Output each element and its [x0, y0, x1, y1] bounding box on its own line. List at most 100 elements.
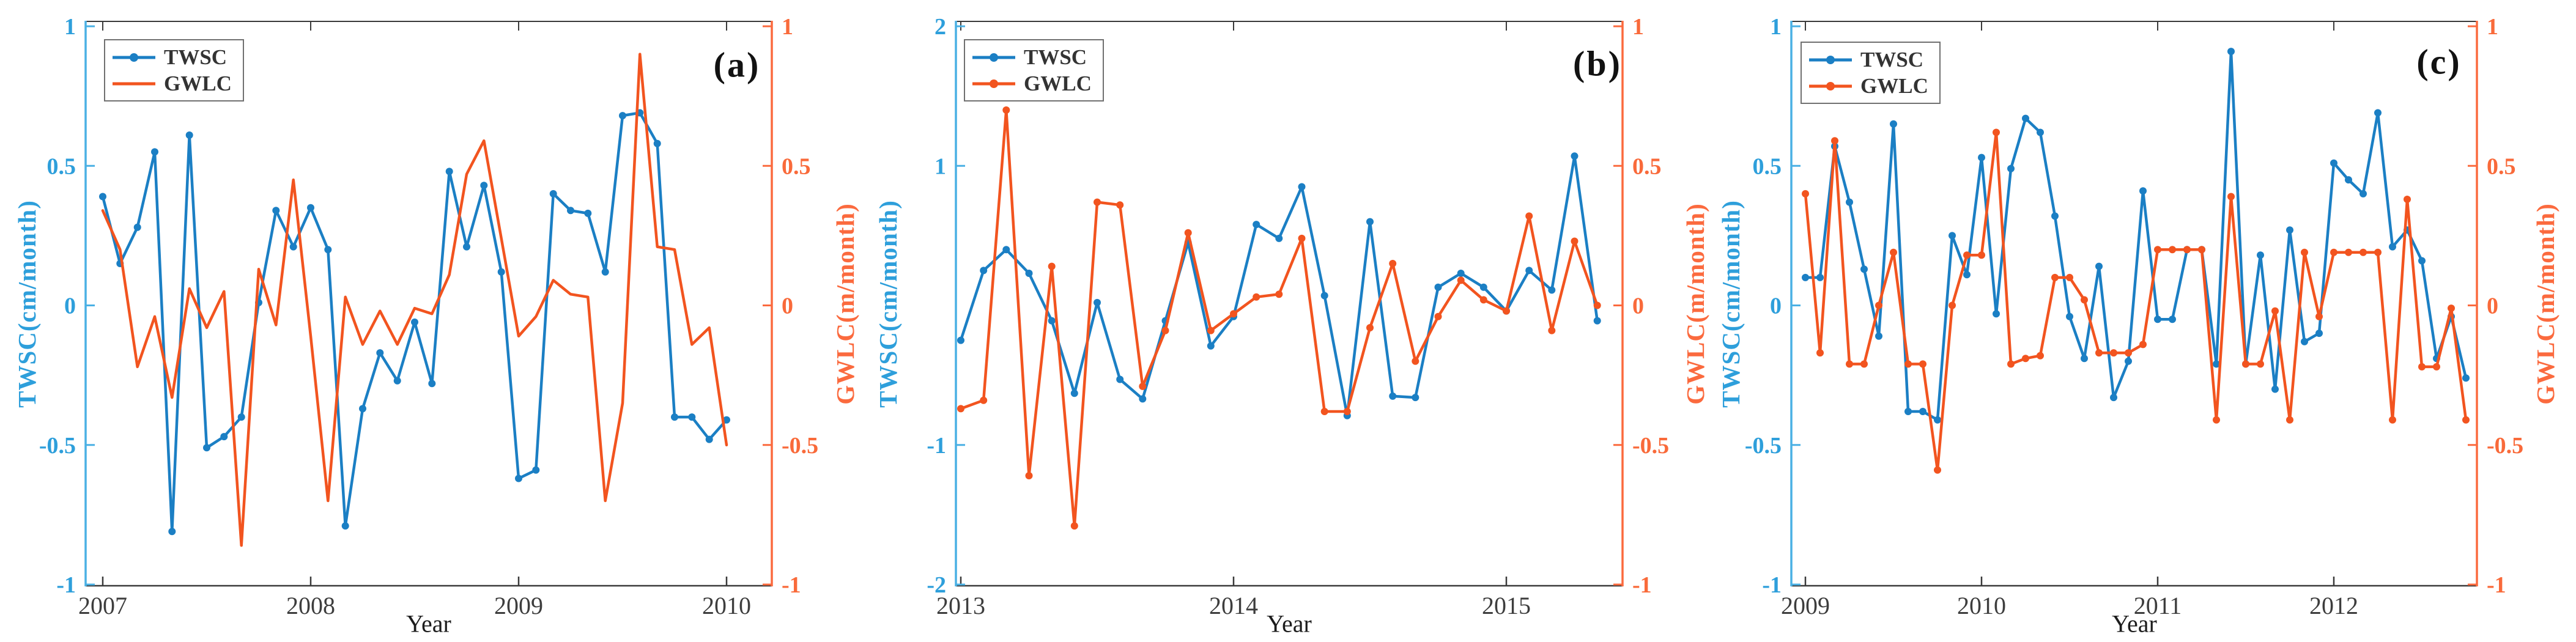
twsc-marker: [2271, 385, 2279, 393]
gwlc-marker: [2286, 416, 2293, 424]
gwlc-marker: [2081, 296, 2088, 304]
twsc-marker: [1275, 234, 1283, 242]
x-axis-label-b: Year: [1267, 610, 1312, 638]
twsc-marker: [1366, 218, 1374, 226]
gwlc-marker: [2022, 355, 2029, 363]
gwlc-marker: [1919, 360, 1926, 368]
x-tick-label: 2013: [936, 592, 985, 619]
twsc-marker: [671, 413, 678, 421]
left-y-tick-label: 0.5: [47, 153, 76, 179]
gwlc-line-sample-icon: [1809, 73, 1852, 98]
panel-tag-a: (a): [713, 45, 761, 85]
right-y-tick-label: -1: [782, 572, 801, 598]
gwlc-marker: [1525, 212, 1533, 220]
twsc-marker: [1593, 317, 1601, 325]
twsc-marker: [1904, 408, 1912, 415]
twsc-marker: [1949, 232, 1956, 240]
gwlc-marker: [2095, 349, 2103, 357]
twsc-marker: [237, 413, 245, 421]
legend-label-gwlc: GWLC: [164, 71, 232, 95]
gwlc-marker: [2213, 416, 2220, 424]
twsc-marker: [1890, 120, 1897, 128]
twsc-marker: [2095, 262, 2103, 270]
twsc-marker: [2110, 394, 2117, 402]
gwlc-line-sample-icon: [972, 71, 1015, 96]
gwlc-marker: [1161, 327, 1169, 334]
left-y-tick-label: 0: [64, 293, 76, 319]
left-y-tick-label: 2: [935, 14, 946, 40]
legend-label-gwlc: GWLC: [1860, 73, 1928, 98]
legend-b: TWSC GWLC: [964, 39, 1104, 101]
twsc-marker: [2081, 355, 2088, 363]
gwlc-marker: [1816, 349, 1824, 357]
gwlc-marker: [2066, 273, 2073, 281]
gwlc-marker: [2169, 246, 2176, 254]
twsc-marker: [359, 405, 366, 413]
legend-label-twsc: TWSC: [1024, 45, 1087, 69]
gwlc-marker: [2404, 196, 2411, 203]
twsc-line: [1804, 50, 2468, 421]
twsc-marker: [2418, 257, 2426, 265]
gwlc-marker: [2051, 273, 2059, 281]
x-tick-label: 2010: [702, 592, 751, 619]
twsc-marker: [549, 190, 557, 197]
y-axis-label-left-a: TWSC(cm/month): [13, 200, 41, 408]
gwlc-marker: [2374, 248, 2382, 256]
panel-b: 2013 2014 2015 2 1 -1 -2 1 0.5 0 -0.5 -1: [927, 14, 1669, 619]
twsc-marker: [2022, 114, 2029, 122]
gwlc-marker: [1934, 466, 1941, 474]
gwlc-marker: [2139, 341, 2147, 349]
twsc-marker: [2139, 187, 2147, 195]
twsc-marker: [2330, 159, 2337, 167]
twsc-marker: [1320, 292, 1328, 300]
twsc-marker: [168, 528, 176, 536]
gwlc-marker: [1389, 260, 1397, 267]
twsc-marker: [203, 444, 210, 452]
twsc-marker: [1298, 183, 1306, 191]
twsc-marker: [185, 131, 193, 139]
twsc-marker: [2213, 360, 2220, 368]
gwlc-marker: [1139, 382, 1147, 390]
twsc-marker: [1434, 283, 1442, 291]
gwlc-marker: [2359, 248, 2367, 256]
twsc-marker: [445, 168, 453, 175]
twsc-marker: [133, 223, 141, 231]
right-y-tick-label: -0.5: [1632, 433, 1669, 459]
gwlc-marker: [1479, 296, 1487, 304]
gwlc-line: [1804, 131, 2468, 472]
twsc-marker: [1548, 286, 1556, 294]
right-y-tick-label: 0: [2487, 293, 2498, 319]
twsc-marker: [2345, 176, 2352, 184]
gwlc-marker: [1949, 301, 1956, 309]
twsc-marker: [584, 209, 592, 217]
gwlc-marker: [1890, 248, 1897, 256]
twsc-marker: [2125, 357, 2132, 365]
gwlc-marker: [1548, 327, 1556, 334]
twsc-marker: [2037, 128, 2044, 136]
legend-item-twsc: TWSC: [1809, 47, 1928, 72]
right-y-tick-label: -0.5: [2487, 433, 2523, 459]
gwlc-marker: [2418, 363, 2426, 371]
twsc-marker: [1934, 416, 1941, 424]
gwlc-marker: [1412, 357, 1419, 365]
twsc-marker: [99, 193, 106, 201]
gwlc-marker: [1593, 301, 1601, 309]
twsc-marker: [2257, 251, 2264, 259]
twsc-marker: [723, 416, 730, 424]
x-tick-label: 2011: [2134, 592, 2182, 619]
legend-label-twsc: TWSC: [1860, 47, 1924, 72]
right-y-tick-label: -1: [1632, 572, 1652, 598]
twsc-marker: [980, 267, 988, 275]
gwlc-marker: [2301, 248, 2308, 256]
gwlc-marker: [1904, 360, 1912, 368]
twsc-marker: [2169, 315, 2176, 323]
gwlc-marker: [2242, 360, 2249, 368]
twsc-marker: [1389, 392, 1397, 400]
twsc-marker: [2227, 48, 2235, 56]
gwlc-marker: [2271, 307, 2279, 315]
left-y-tick-label: -1: [1762, 572, 1782, 598]
twsc-marker: [1963, 271, 1971, 279]
left-y-tick-label: -0.5: [1745, 433, 1782, 459]
right-y-tick-label: 1: [2487, 14, 2498, 40]
left-y-tick-label: 0.5: [1753, 153, 1782, 179]
